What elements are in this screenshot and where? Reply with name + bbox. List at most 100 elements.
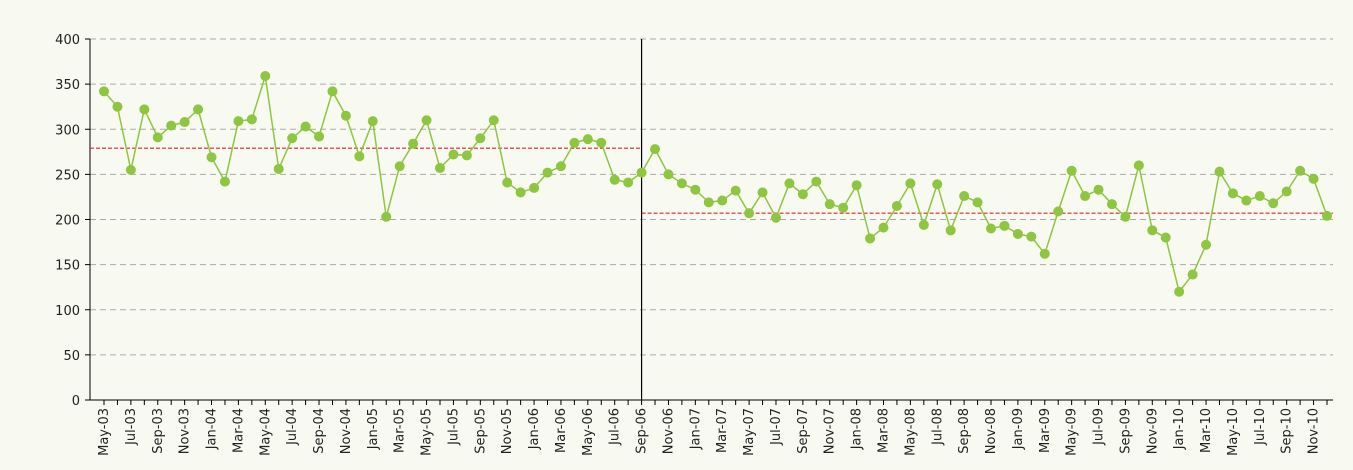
data-point bbox=[891, 200, 902, 211]
x-tick-label: May-05 bbox=[420, 408, 435, 456]
x-tick-label: Nov-08 bbox=[984, 408, 999, 454]
data-point bbox=[488, 115, 499, 126]
data-point bbox=[932, 179, 943, 190]
x-tick-label: Mar-05 bbox=[393, 408, 408, 453]
data-point bbox=[1106, 199, 1117, 210]
data-point bbox=[1254, 191, 1265, 202]
data-point bbox=[757, 187, 768, 198]
x-tick-label: Jan-06 bbox=[527, 408, 542, 450]
data-point bbox=[1093, 184, 1104, 195]
x-tick-label: Nov-07 bbox=[823, 408, 838, 454]
data-point bbox=[1214, 166, 1225, 177]
data-point bbox=[1268, 198, 1279, 209]
x-tick-label: Mar-08 bbox=[876, 408, 891, 453]
data-point bbox=[381, 211, 392, 222]
data-point bbox=[475, 133, 486, 144]
data-point bbox=[1187, 269, 1198, 280]
data-point bbox=[1281, 186, 1292, 197]
data-point bbox=[623, 177, 634, 188]
data-point bbox=[354, 151, 365, 162]
x-tick-label: Sep-08 bbox=[957, 408, 972, 454]
x-tick-label: Jan-05 bbox=[366, 408, 381, 450]
data-point bbox=[99, 86, 109, 97]
data-point bbox=[1295, 165, 1306, 176]
data-point bbox=[703, 197, 714, 208]
x-tick-label: May-08 bbox=[903, 408, 918, 456]
data-point bbox=[1012, 228, 1023, 239]
data-point bbox=[811, 176, 822, 187]
data-point bbox=[730, 185, 741, 196]
data-point bbox=[502, 177, 513, 188]
data-point bbox=[1039, 248, 1050, 259]
data-point bbox=[824, 199, 835, 210]
x-tick-label: Mar-04 bbox=[231, 408, 246, 453]
data-point bbox=[219, 176, 230, 187]
data-point bbox=[596, 137, 607, 148]
series-line bbox=[103, 75, 1328, 294]
y-tick-label: 50 bbox=[63, 349, 80, 364]
x-tick-label: Sep-04 bbox=[312, 408, 327, 454]
x-tick-label: Mar-09 bbox=[1038, 408, 1053, 453]
data-point bbox=[569, 137, 580, 148]
data-point bbox=[1026, 231, 1037, 242]
data-point bbox=[918, 219, 929, 230]
x-tick-label: Jan-04 bbox=[205, 408, 220, 450]
data-point bbox=[676, 178, 687, 189]
x-tick-label: Jan-07 bbox=[688, 408, 703, 450]
data-point bbox=[394, 161, 405, 172]
data-point bbox=[461, 150, 472, 161]
y-tick-label: 100 bbox=[55, 304, 80, 319]
x-tick-label: Nov-05 bbox=[500, 408, 515, 454]
x-tick-label: Sep-03 bbox=[151, 408, 166, 454]
x-tick-label: Jan-08 bbox=[850, 408, 865, 450]
data-point bbox=[878, 222, 889, 233]
data-point bbox=[555, 161, 566, 172]
x-tick-label: Jan-09 bbox=[1011, 408, 1026, 450]
data-point bbox=[636, 167, 647, 178]
x-tick-label: May-03 bbox=[97, 408, 112, 456]
x-tick-label: Jul-07 bbox=[769, 408, 784, 446]
x-tick-label: Mar-10 bbox=[1199, 408, 1214, 453]
data-point bbox=[340, 110, 351, 121]
data-point bbox=[1174, 286, 1185, 297]
x-tick-label: Nov-03 bbox=[178, 408, 193, 454]
data-point bbox=[1322, 210, 1332, 221]
data-point bbox=[112, 101, 123, 112]
data-point bbox=[797, 189, 808, 200]
data-point bbox=[287, 133, 298, 144]
data-point bbox=[260, 71, 271, 82]
data-point bbox=[690, 184, 701, 195]
data-point bbox=[1080, 191, 1091, 202]
data-point bbox=[314, 131, 325, 142]
x-tick-label: May-06 bbox=[581, 408, 596, 456]
data-point bbox=[246, 114, 257, 125]
data-point bbox=[1227, 188, 1238, 199]
data-point bbox=[663, 169, 674, 180]
data-point bbox=[1120, 211, 1131, 222]
data-point bbox=[1308, 173, 1319, 184]
y-tick-label: 250 bbox=[55, 168, 80, 183]
y-tick-label: 150 bbox=[55, 259, 80, 274]
data-point bbox=[717, 195, 728, 206]
data-point bbox=[972, 197, 983, 208]
data-point bbox=[838, 202, 849, 213]
data-point bbox=[905, 178, 916, 189]
x-tick-label: Sep-05 bbox=[473, 408, 488, 454]
data-point bbox=[542, 167, 553, 178]
data-point bbox=[233, 116, 244, 127]
x-tick-label: Sep-10 bbox=[1280, 408, 1295, 454]
data-point bbox=[125, 164, 136, 175]
x-tick-label: Nov-10 bbox=[1307, 408, 1322, 454]
data-point bbox=[327, 86, 338, 97]
data-point bbox=[179, 117, 190, 128]
x-tick-label: Mar-06 bbox=[554, 408, 569, 453]
x-tick-label: Jul-05 bbox=[446, 408, 461, 446]
data-point bbox=[300, 121, 311, 132]
data-point bbox=[273, 163, 284, 174]
x-tick-label: Jul-03 bbox=[124, 408, 139, 446]
data-point bbox=[1201, 239, 1212, 250]
data-point bbox=[152, 132, 163, 143]
x-tick-label: Jul-06 bbox=[608, 408, 623, 446]
x-tick-label: Nov-06 bbox=[661, 408, 676, 454]
data-point bbox=[770, 212, 781, 223]
